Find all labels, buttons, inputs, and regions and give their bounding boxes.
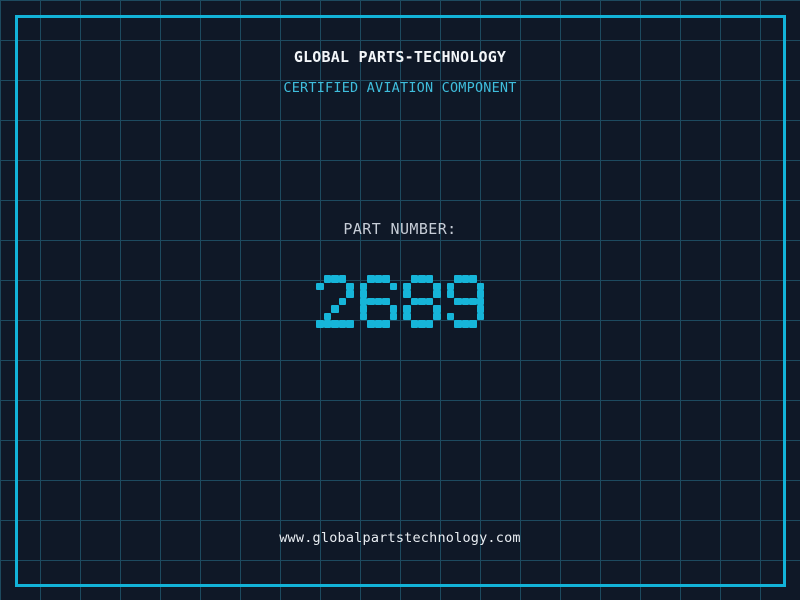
company-title: GLOBAL PARTS-TECHNOLOGY [293, 48, 507, 66]
part-number-display [0, 275, 800, 328]
pixel-digit [446, 275, 484, 328]
pixel-digit [359, 275, 397, 328]
certification-subtitle: CERTIFIED AVIATION COMPONENT [283, 80, 517, 96]
part-number-label: PART NUMBER: [343, 220, 457, 238]
pixel-digit [403, 275, 441, 328]
pixel-digit [316, 275, 354, 328]
border-frame [15, 15, 786, 587]
website-url: www.globalpartstechnology.com [279, 530, 521, 546]
